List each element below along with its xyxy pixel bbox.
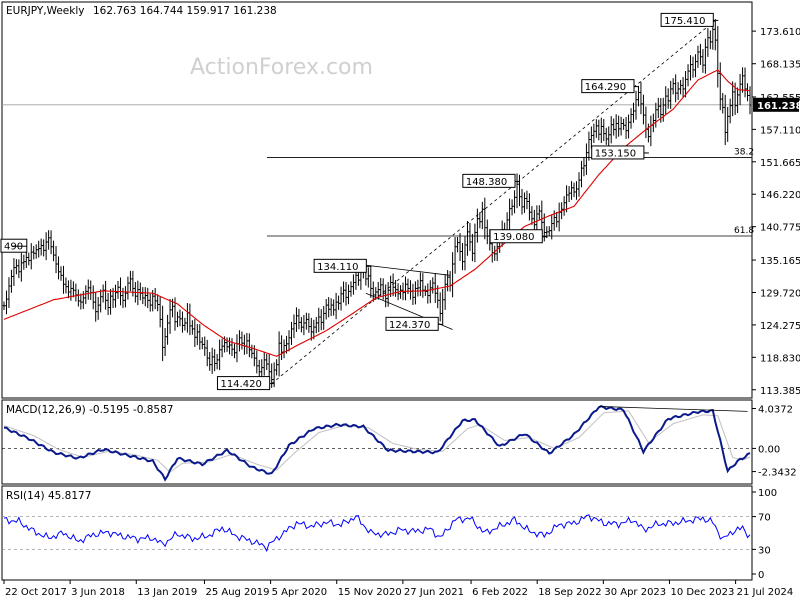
last-price-label: 161.238 [757,101,800,112]
fib-level-label: 38.2 [734,147,754,157]
price-annotation-box [660,12,714,27]
price-tick-label: 124.275 [760,321,800,332]
time-tick-label: 5 Apr 2020 [272,587,327,598]
time-tick-label: 27 Jun 2021 [404,587,464,598]
macd-title: MACD(12,26,9) -0.5195 -0.8587 [6,404,173,416]
price-panel [1,1,753,399]
time-tick-label: 25 Aug 2019 [205,587,269,598]
macd-lines [3,404,751,482]
time-tick-label: 18 Sep 2022 [538,587,601,598]
rsi-line [3,514,751,553]
macd-divergence-line [598,406,748,412]
macd-panel [1,399,753,485]
price-bars [2,19,752,388]
price-annotation-label: 114.420 [220,379,261,390]
time-tick-label: 22 Oct 2017 [5,587,67,598]
macd-tick-label: 4.0372 [758,405,793,416]
price-annotation-label: 153.150 [595,148,636,159]
price-tick-label: 146.220 [760,190,800,201]
time-tick-label: 30 Apr 2023 [604,587,666,598]
macd-axis: 4.0372 0.00 -2.3432 [2,405,797,479]
price-tick-label: 118.830 [760,353,800,364]
price-annotations: 490 114.420 134.110 124.370 148.380 139.080 16… [0,12,719,391]
rsi-tick-label: 70 [758,513,771,524]
price-annotation-label: 490 [4,242,23,253]
triangle-upper-line [365,264,451,276]
rsi-tick-label: 30 [758,545,771,556]
rsi-title: RSI(14) 45.8177 [6,490,91,502]
ohlc-label: 162.763 164.744 159.917 161.238 [93,5,277,17]
time-axis: 22 Oct 2017 3 Jun 2018 13 Jan 2019 25 Aug 2… [3,580,794,598]
symbol-label: EURJPY,Weekly [6,5,84,17]
time-tick-label: 3 Jun 2018 [71,587,125,598]
watermark: ActionForex.com [190,55,373,80]
macd-tick-label: -2.3432 [758,468,797,479]
price-tick-label: 135.165 [760,256,800,267]
price-annotation-label: 148.380 [466,177,507,188]
price-tick-label: 140.775 [760,223,800,234]
price-tick-label: 173.610 [760,27,800,38]
price-tick-label: 151.665 [760,158,800,169]
last-price-marker: 161.238 [753,97,800,112]
price-annotation-label: 124.370 [389,320,430,331]
time-tick-label: 10 Dec 2023 [670,587,734,598]
rsi-lines [3,514,751,553]
price-annotation-label: 175.410 [664,16,705,27]
price-tick-label: 168.135 [760,60,800,71]
signal-line [3,410,751,473]
price-annotation-label: 164.290 [585,82,626,93]
price-tick-label: 157.110 [760,125,800,136]
rsi-tick-label: 0 [758,570,764,581]
time-tick-label: 21 Jul 2024 [737,587,794,598]
price-tick-label: 113.385 [760,386,800,397]
rsi-axis: 100 70 30 0 [2,488,777,581]
price-annotation-label: 134.110 [317,262,358,273]
price-annotation-label: 139.080 [493,232,534,243]
rsi-panel [1,485,753,581]
last-price-box [753,97,799,112]
time-tick-label: 15 Nov 2020 [338,587,402,598]
macd-line [3,404,751,482]
fib-level-label: 61.8 [734,226,754,236]
macd-tick-label: 0.00 [758,444,780,455]
time-tick-label: 6 Feb 2022 [472,587,528,598]
rsi-tick-label: 100 [758,488,777,499]
price-tick-label: 129.720 [760,288,800,299]
time-tick-label: 13 Jan 2019 [137,587,197,598]
